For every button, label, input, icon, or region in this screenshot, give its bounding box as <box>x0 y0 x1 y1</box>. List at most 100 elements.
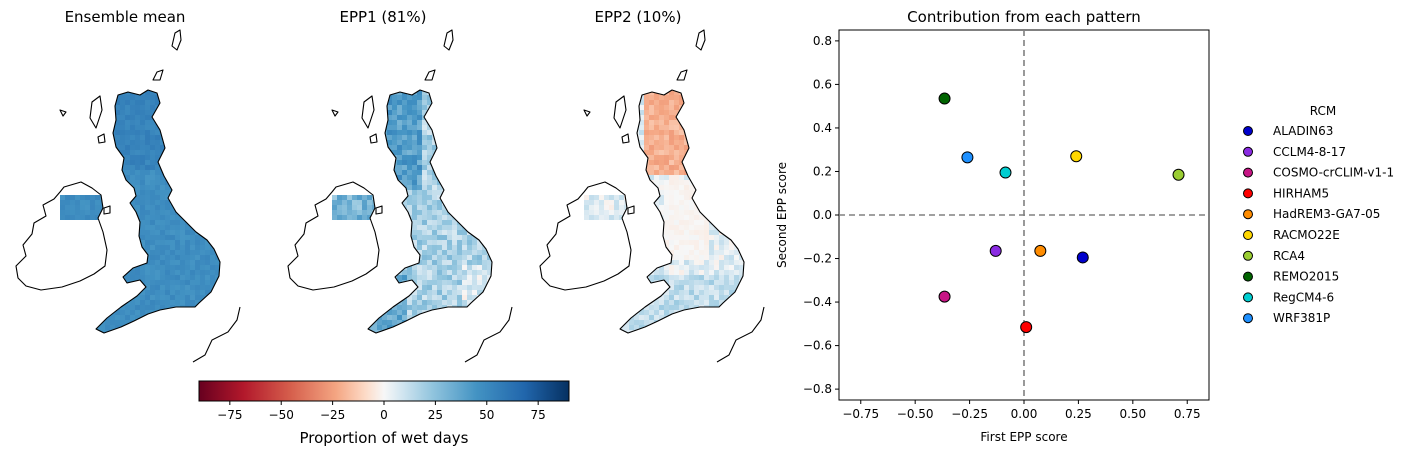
coastline <box>583 109 591 117</box>
legend-marker <box>1243 292 1253 303</box>
colorbar-tick-label: −75 <box>217 408 242 422</box>
point-hirham5 <box>1020 321 1033 334</box>
coastline <box>443 29 454 51</box>
x-axis-ticks: −0.75 −0.50 −0.25 0.00 0.25 0.50 0.75 <box>842 400 1201 421</box>
scatter-points <box>938 92 1185 334</box>
point-wrf381p <box>961 151 974 164</box>
legend-entry-label: RACMO22E <box>1273 228 1340 242</box>
legend-marker <box>1243 146 1253 157</box>
y-axis-label: Second EPP score <box>775 162 789 268</box>
scatter-chart: Contribution from each pattern −0.75 −0.5… <box>775 8 1210 444</box>
colorbar-tick-label: 0 <box>380 408 388 422</box>
colorbar-tick-label: −50 <box>269 408 294 422</box>
point-remo2015 <box>938 92 951 105</box>
x-axis-label: First EPP score <box>980 430 1067 444</box>
x-tick-label: −0.50 <box>897 407 934 421</box>
legend-title: RCM <box>1310 104 1336 118</box>
point-rca4 <box>1172 168 1185 181</box>
map-field <box>96 90 220 333</box>
map-panel-2: EPP1 (81%) <box>287 8 513 363</box>
legend-marker <box>1243 250 1253 261</box>
x-tick-label: −0.75 <box>842 407 879 421</box>
chart-title: Contribution from each pattern <box>907 8 1141 26</box>
legend-entry-label: ALADIN63 <box>1273 124 1333 138</box>
point-racmo22e <box>1070 150 1083 163</box>
point-cclm4-8-17 <box>989 244 1002 257</box>
legend-entry-label: HIRHAM5 <box>1273 186 1329 200</box>
coastline <box>59 109 67 117</box>
legend-marker <box>1243 126 1253 136</box>
y-tick-label: 0.4 <box>813 121 832 135</box>
x-tick-label: −0.25 <box>951 407 988 421</box>
y-tick-label: 0.8 <box>813 34 832 48</box>
x-tick-label: 0.75 <box>1174 407 1201 421</box>
x-tick-label: 0.00 <box>1011 407 1038 421</box>
coastline <box>97 133 106 144</box>
coastline <box>331 109 339 117</box>
legend-marker <box>1243 230 1253 240</box>
colorbar: −75 −50 −25 0 25 50 75 Proportion of wet days <box>198 380 570 447</box>
colorbar-gradient <box>198 380 570 402</box>
legend-marker <box>1243 209 1253 220</box>
point-cosmo-crclim-v1-1 <box>938 290 951 303</box>
legend-entry-label: REMO2015 <box>1273 270 1339 284</box>
x-tick-label: 0.50 <box>1119 407 1146 421</box>
y-tick-label: 0.2 <box>813 164 832 178</box>
colorbar-label: Proportion of wet days <box>300 429 469 447</box>
coastline <box>367 89 493 334</box>
map-field <box>620 90 744 333</box>
coastline-continent <box>464 306 513 363</box>
coastline <box>539 181 632 291</box>
legend-entry-label: WRF381P <box>1273 311 1330 325</box>
coastline <box>171 29 182 51</box>
coastline <box>424 69 436 81</box>
coastline <box>152 69 164 81</box>
coastline-continent <box>716 306 765 363</box>
point-aladin63 <box>1076 251 1089 264</box>
map-panel-title: EPP2 (10%) <box>595 8 682 26</box>
map-field <box>368 90 492 333</box>
coastline-continent <box>192 306 241 363</box>
coastline <box>619 89 745 334</box>
map-panels: Ensemble mean EPP1 (81%) EPP2 (10%) <box>15 8 765 363</box>
legend-entry-label: HadREM3-GA7-05 <box>1273 207 1380 221</box>
coastline <box>613 95 627 129</box>
coastline <box>676 69 688 81</box>
y-tick-label: 0.6 <box>813 77 832 91</box>
colorbar-tick-label: −25 <box>320 408 345 422</box>
point-hadrem3-ga7-05 <box>1034 244 1047 257</box>
coastline <box>361 95 375 129</box>
y-tick-label: −0.8 <box>803 382 832 396</box>
map-panel-title: Ensemble mean <box>65 8 186 26</box>
coastline <box>621 133 630 144</box>
legend-entry-label: CCLM4-8-17 <box>1273 145 1346 159</box>
map-panel-1: Ensemble mean <box>15 8 241 363</box>
colorbar-ticks: −75 −50 −25 0 25 50 75 <box>217 401 546 422</box>
coastline <box>695 29 706 51</box>
y-tick-label: 0.0 <box>813 208 832 222</box>
coastline <box>95 89 221 334</box>
coastline <box>369 133 378 144</box>
point-regcm4-6 <box>999 166 1012 179</box>
coastline <box>375 205 383 215</box>
colorbar-tick-label: 25 <box>428 408 443 422</box>
legend-marker <box>1243 313 1253 324</box>
legend-entry-label: RCA4 <box>1273 249 1305 263</box>
coastline <box>287 181 380 291</box>
coastline <box>627 205 635 215</box>
y-axis-ticks: −0.8 −0.6 −0.4 −0.2 0.0 0.2 0.4 0.6 0.8 <box>803 34 839 396</box>
coastline <box>103 205 111 215</box>
coastline <box>89 95 103 129</box>
legend-marker <box>1243 271 1253 282</box>
reference-lines <box>839 30 1209 400</box>
y-tick-label: −0.2 <box>803 252 832 266</box>
legend-marker <box>1243 188 1253 199</box>
legend-entry-label: COSMO-crCLIM-v1-1 <box>1273 166 1394 180</box>
coastline <box>15 181 108 291</box>
map-panel-title: EPP1 (81%) <box>340 8 427 26</box>
legend-marker <box>1243 167 1253 178</box>
legend-entry-label: RegCM4-6 <box>1273 290 1334 304</box>
x-tick-label: 0.25 <box>1065 407 1092 421</box>
colorbar-tick-label: 75 <box>531 408 546 422</box>
